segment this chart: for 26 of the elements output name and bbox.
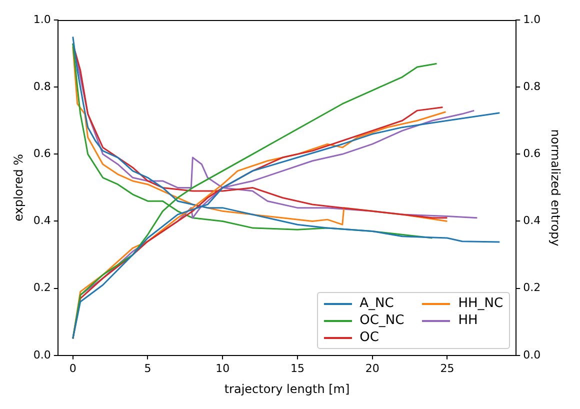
x-tick-label: 0	[69, 362, 76, 375]
y2-axis-title: normalized entropy	[548, 129, 563, 246]
y2-tick-label: 0.2	[523, 281, 541, 294]
x-tick-label: 10	[216, 362, 230, 375]
y2-tick-label: 0.6	[523, 147, 541, 160]
legend-label: OC	[360, 330, 379, 346]
y-tick-label: 1.0	[33, 12, 51, 26]
legend-label: HH_NC	[458, 296, 504, 312]
x-tick-label: 25	[440, 362, 454, 375]
y-tick-label: 0.0	[33, 348, 51, 362]
y-tick-label: 0.8	[33, 80, 51, 93]
legend-label: A_NC	[360, 296, 394, 312]
y-tick-label: 0.2	[33, 281, 51, 294]
x-axis-title: trajectory length [m]	[224, 382, 350, 396]
y-axis-title: explored %	[11, 154, 26, 222]
y2-tick-label: 0.8	[523, 80, 541, 93]
x-tick-label: 20	[365, 362, 380, 375]
x-tick-label: 5	[144, 362, 152, 375]
legend-label: HH	[458, 313, 478, 328]
y2-tick-label: 0.4	[523, 214, 541, 228]
y2-tick-label: 0.0	[523, 348, 541, 362]
legend-label: OC_NC	[360, 313, 404, 328]
y2-tick-label: 1.0	[523, 12, 541, 26]
x-tick-label: 15	[290, 362, 304, 375]
y-tick-label: 0.4	[33, 214, 51, 228]
y-tick-label: 0.6	[33, 147, 51, 160]
